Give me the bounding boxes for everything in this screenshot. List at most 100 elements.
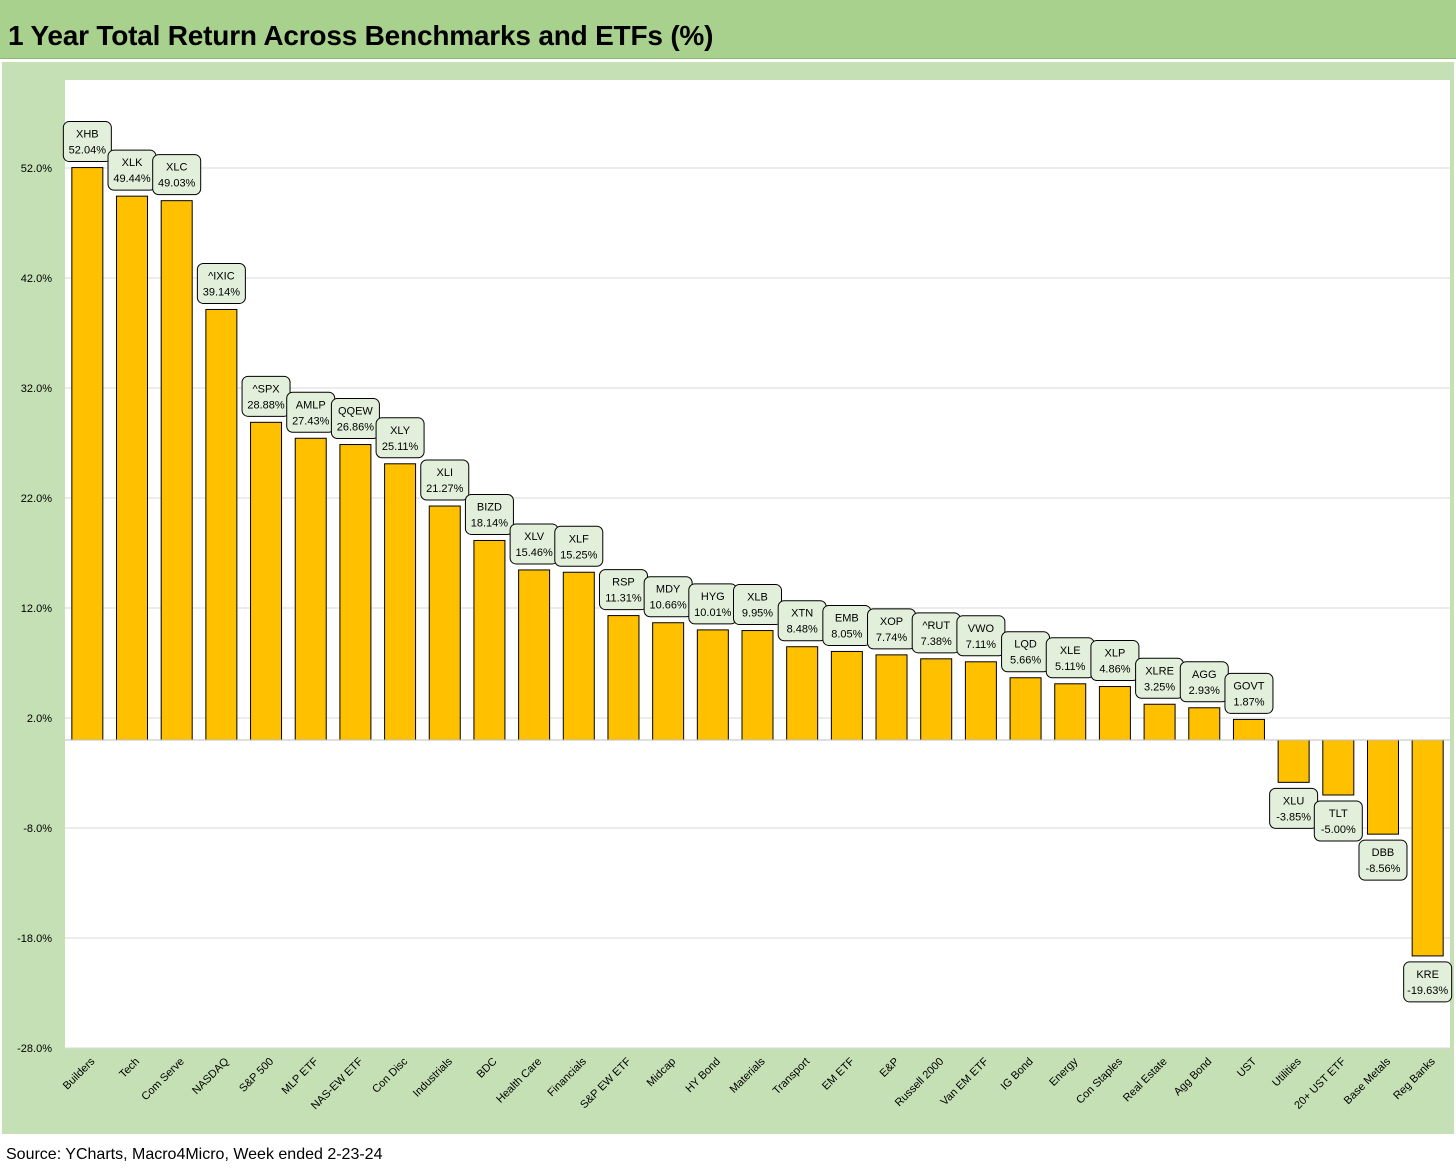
data-label-box: [554, 525, 604, 567]
bar: [473, 539, 506, 741]
ticker-label: XLY: [390, 425, 411, 437]
x-tick-label: Materials: [728, 1055, 768, 1095]
x-tick-label: Financials: [545, 1055, 589, 1099]
x-tick-label: EM ETF: [820, 1055, 857, 1092]
bar: [875, 654, 908, 741]
ticker-label: XLB: [747, 592, 768, 604]
y-tick-label: -18.0%: [17, 933, 52, 945]
x-tick-label: Real Estate: [1121, 1056, 1170, 1105]
x-tick-label: UST: [1235, 1055, 1259, 1079]
ticker-label: GOVT: [1233, 680, 1264, 692]
ticker-label: XHB: [76, 129, 99, 141]
ticker-label: XLE: [1060, 645, 1081, 657]
bar: [116, 195, 149, 741]
bar: [428, 505, 461, 741]
ticker-label: DBB: [1372, 847, 1395, 859]
bar: [696, 629, 729, 741]
data-label: 27.43%: [292, 415, 330, 427]
x-tick-label: MLP ETF: [280, 1055, 321, 1096]
data-label: 3.25%: [1144, 681, 1175, 693]
ticker-label: ^IXIC: [208, 270, 235, 282]
data-label: 7.74%: [876, 632, 907, 644]
ticker-label: TLT: [1329, 808, 1348, 820]
data-label: 15.46%: [515, 547, 553, 559]
ticker-label: XLRE: [1145, 665, 1174, 677]
x-tick-label: Base Metals: [1342, 1055, 1394, 1107]
bar: [1188, 707, 1221, 741]
x-tick-label: Utilities: [1270, 1055, 1304, 1089]
x-tick-label: Midcap: [645, 1056, 679, 1090]
ticker-label: XLV: [524, 531, 545, 543]
bar: [205, 308, 238, 741]
bar-chart: 52.0% 42.0% 32.0% 22.0% 12.0% 2.0% -8.0% -18.0%…: [17, 80, 1453, 1112]
bar: [1232, 718, 1265, 741]
bar: [250, 421, 283, 741]
ticker-label: QQEW: [338, 406, 373, 418]
bar: [294, 437, 327, 741]
ticker-label: HYG: [701, 591, 725, 603]
x-tick-label: NASDAQ: [190, 1055, 232, 1097]
data-label: 2.93%: [1189, 685, 1220, 697]
x-tick-label: Builders: [61, 1055, 98, 1092]
y-tick-label: 2.0%: [27, 713, 52, 725]
x-tick-label: Industrials: [411, 1055, 455, 1099]
x-tick-label: E&P: [878, 1056, 902, 1080]
x-tick-label: Energy: [1047, 1055, 1080, 1088]
bar: [964, 661, 997, 741]
x-tick-label: Transport: [771, 1056, 812, 1097]
ticker-label: LQD: [1014, 639, 1037, 651]
data-label-box: [152, 154, 202, 196]
x-tick-label: S&P 500: [237, 1056, 276, 1095]
ticker-label: XOP: [880, 616, 903, 628]
bar: [160, 200, 193, 741]
data-label: 8.05%: [831, 628, 862, 640]
data-label: 7.38%: [921, 636, 952, 648]
y-tick-label: 22.0%: [21, 493, 52, 505]
data-label-box: [420, 459, 470, 501]
y-tick-label: 12.0%: [21, 603, 52, 615]
data-label: 8.48%: [787, 624, 818, 636]
data-label: 10.01%: [694, 607, 732, 619]
x-tick-label: Con Staples: [1074, 1055, 1125, 1106]
ticker-label: AMLP: [296, 399, 326, 411]
y-tick-label: 42.0%: [21, 273, 52, 285]
ticker-label: MDY: [656, 584, 681, 596]
source-note: Source: YCharts, Macro4Micro, Week ended…: [6, 1146, 383, 1163]
data-label: 1.87%: [1233, 696, 1264, 708]
bar: [339, 444, 372, 741]
x-tick-label: Tech: [117, 1056, 142, 1081]
data-label: -3.85%: [1276, 811, 1311, 823]
data-label: -19.63%: [1407, 985, 1448, 997]
bar: [1366, 739, 1399, 835]
y-tick-label: -28.0%: [17, 1043, 52, 1055]
bar: [1009, 677, 1042, 741]
data-label-box: [62, 121, 112, 163]
y-tick-label: 52.0%: [21, 163, 52, 175]
data-label: 15.25%: [560, 549, 598, 561]
ticker-label: AGG: [1192, 669, 1216, 681]
bar: [741, 630, 774, 741]
x-tick-label: Com Serve: [139, 1056, 186, 1103]
data-label: 28.88%: [247, 399, 285, 411]
ticker-label: ^RUT: [922, 620, 950, 632]
data-label: 39.14%: [203, 286, 241, 298]
bar: [1143, 703, 1176, 741]
bar: [1277, 739, 1310, 783]
ticker-label: EMB: [835, 612, 859, 624]
ticker-label: XLI: [437, 467, 454, 479]
data-label: 52.04%: [69, 145, 107, 157]
bar: [830, 650, 863, 741]
ticker-label: XLF: [569, 533, 589, 545]
bar: [1054, 683, 1087, 741]
ticker-label: KRE: [1416, 969, 1439, 981]
bar: [1411, 739, 1444, 957]
x-tick-label: Health Care: [494, 1056, 544, 1106]
bar: [1322, 739, 1355, 796]
data-label: -5.00%: [1321, 824, 1356, 836]
x-tick-label: IG Bond: [999, 1056, 1036, 1093]
bar: [518, 569, 551, 741]
bar: [920, 658, 953, 741]
x-tick-label: HY Bond: [683, 1056, 722, 1095]
ticker-label: XLK: [122, 157, 143, 169]
data-label-box: [196, 262, 246, 304]
